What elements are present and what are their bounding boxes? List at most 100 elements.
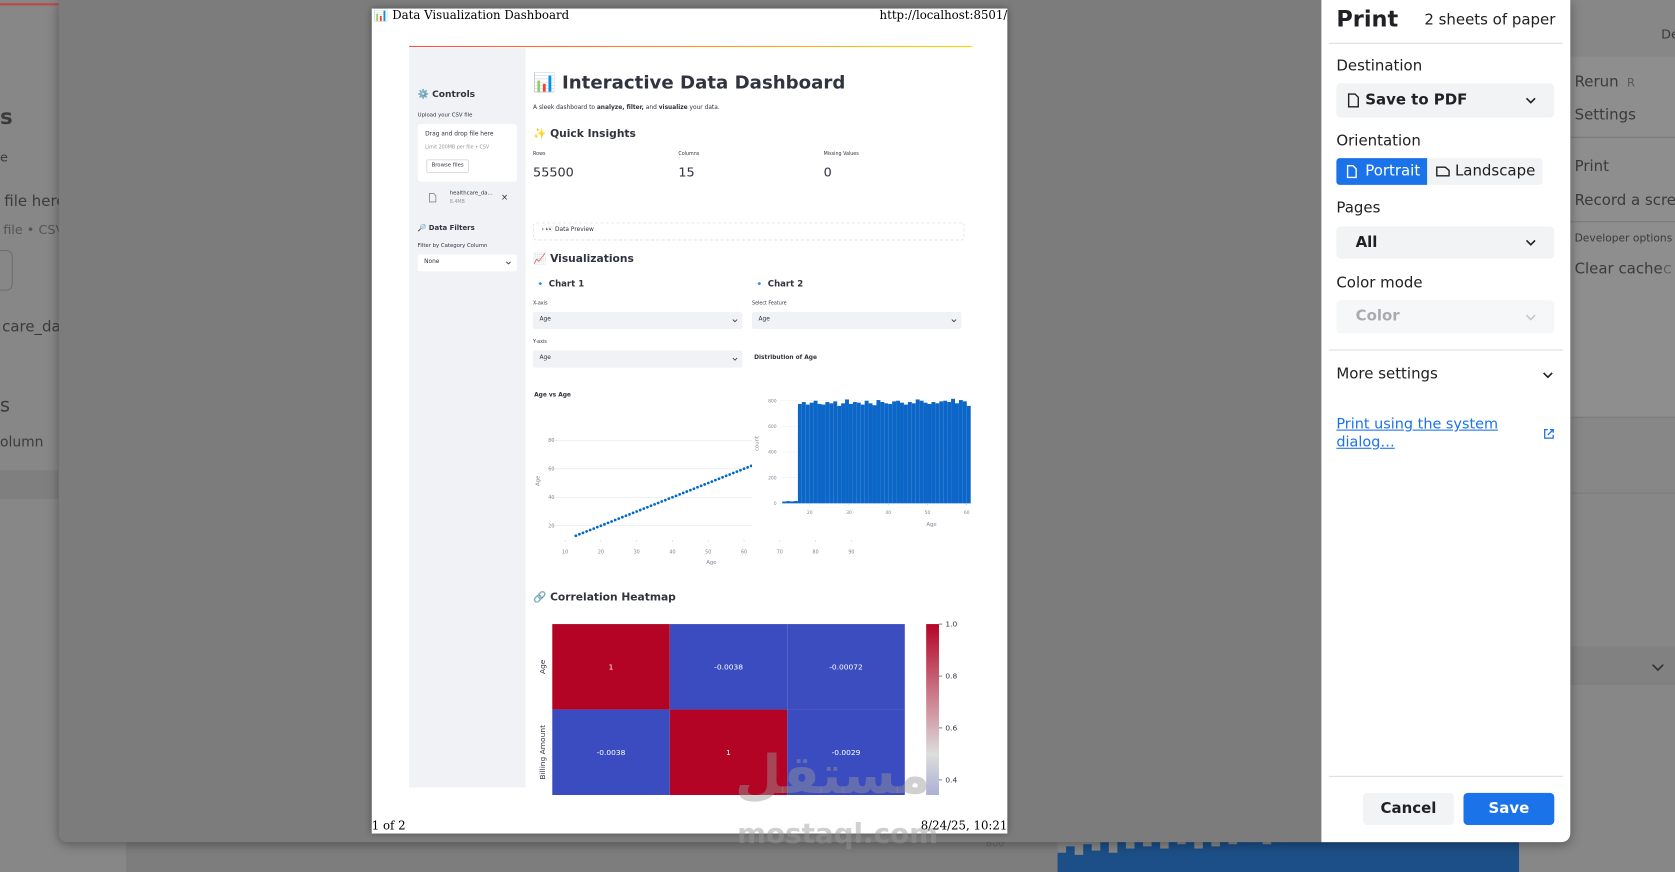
y-tick-label: 60 [548,466,554,472]
histogram-bar [801,402,806,504]
histogram-bar [805,404,810,504]
save-button[interactable]: Save [1463,792,1555,825]
scatter-point [674,494,678,498]
doc-icon [1347,93,1359,108]
chevron [1525,239,1536,246]
chart-title: Distribution of Age [754,355,817,361]
scatter-point [635,510,639,513]
scatter-point [603,522,606,526]
select-value: All [1355,234,1378,252]
menu-item: Settings [1574,106,1636,124]
scatter-point [735,470,739,474]
x-tick-label: 30 [846,510,852,516]
app-title: 📊 Interactive Data Dashboard [533,72,846,95]
scatter-point [667,497,671,501]
y-axis-label: Age [535,476,541,486]
scatter-point [631,511,635,515]
histogram-bar [876,400,881,504]
divider [1328,349,1563,351]
scatter-point [656,501,660,505]
histogram-bar [915,399,920,504]
y-tick-label: 40 [548,495,554,501]
histogram-bar [911,403,916,504]
x-tick-label: 20 [598,550,604,556]
scatter-point [660,500,664,503]
scatter-point [646,505,649,509]
filter-label: Filter by Category Column [417,242,488,249]
histogram-bar [837,405,842,504]
pages-select[interactable]: All [1336,226,1555,259]
footer-date: 8/24/25, 10:21 [920,818,1008,833]
bg-chevron [1651,664,1664,672]
histogram-bar [958,400,963,504]
landscape-button[interactable]: Landscape [1428,158,1543,185]
x-tick-label: 70 [777,550,783,556]
scatter-point [696,485,699,489]
histogram-bar [951,398,956,504]
app-top-line [0,3,59,6]
subtitle-part: analyze, filter, [596,104,644,112]
system-dialog-link[interactable]: Print using the system dialog… [1336,415,1499,451]
watermark: mostaql.com [737,818,939,851]
portrait-button[interactable]: Portrait [1336,158,1428,185]
browse-button: Browse files [426,159,469,174]
row-label: Billing Amount [538,725,547,780]
more-settings[interactable]: More settings [1336,365,1438,383]
x-axis-label: Age [926,522,936,528]
x-tick-label: 90 [848,550,854,556]
menu-section: Developer options [1574,232,1673,245]
scatter-point [581,531,585,535]
file-name: healthcare_da... [449,190,493,197]
scatter-point [731,471,735,475]
histogram-bar [809,402,814,504]
setting-label: Pages [1336,199,1381,217]
bg-text: De [1661,26,1675,42]
scatter-point [678,493,682,496]
chevron [951,319,957,323]
cancel-button[interactable]: Cancel [1363,792,1454,825]
menu-separator [1561,221,1675,223]
cell-label: 1 [726,748,731,757]
file-size: 8.4MB [449,199,465,206]
cell-label: 1 [609,662,614,671]
chevron [506,261,511,265]
scatter-point [642,507,646,511]
histogram-bar [813,400,818,504]
metric-value: 15 [678,164,695,180]
x-tick-label: 30 [634,550,640,556]
histogram-bar [966,405,971,504]
upload-label: Upload your CSV file [417,112,473,119]
doc-icon [1346,164,1357,179]
heatmap-cell [669,709,788,796]
metric-label: Missing Values [823,151,859,158]
subtitle-part: your data. [687,104,720,112]
sidebar-heading: 🔎 Data Filters [417,223,475,232]
filter-value: None [424,258,440,266]
button-label: Save [1488,800,1530,818]
destination-select[interactable]: Save to PDF [1336,83,1555,118]
scatter-point [714,478,717,482]
histogram-bar [907,402,912,504]
colorbar-label: 0.6 [945,724,957,733]
row-label: Age [538,659,547,674]
histogram-bar [931,402,936,504]
chart-title: Age vs Age [534,392,571,398]
histogram-chart: Distribution of Age 0 200 400 600 800 20 30 40 50… [752,355,973,538]
doc-icon [1436,166,1450,177]
scatter-point [624,514,628,518]
heatmap-cell [787,624,905,710]
scatter-point [742,467,746,471]
scatter-point [728,473,732,476]
scatter-point [628,512,631,516]
setting-label: Orientation [1336,132,1421,150]
select-value: Save to PDF [1365,91,1468,110]
bg-row [1570,646,1675,685]
histogram-bar [786,501,791,504]
scatter-point [663,498,667,502]
expander-label: › 👀 Data Preview [541,226,594,233]
metric-value: 55500 [533,164,574,180]
header-url: http://localhost:8501/ [879,8,1008,23]
scatter-point [692,487,696,491]
scatter-point [671,495,674,499]
